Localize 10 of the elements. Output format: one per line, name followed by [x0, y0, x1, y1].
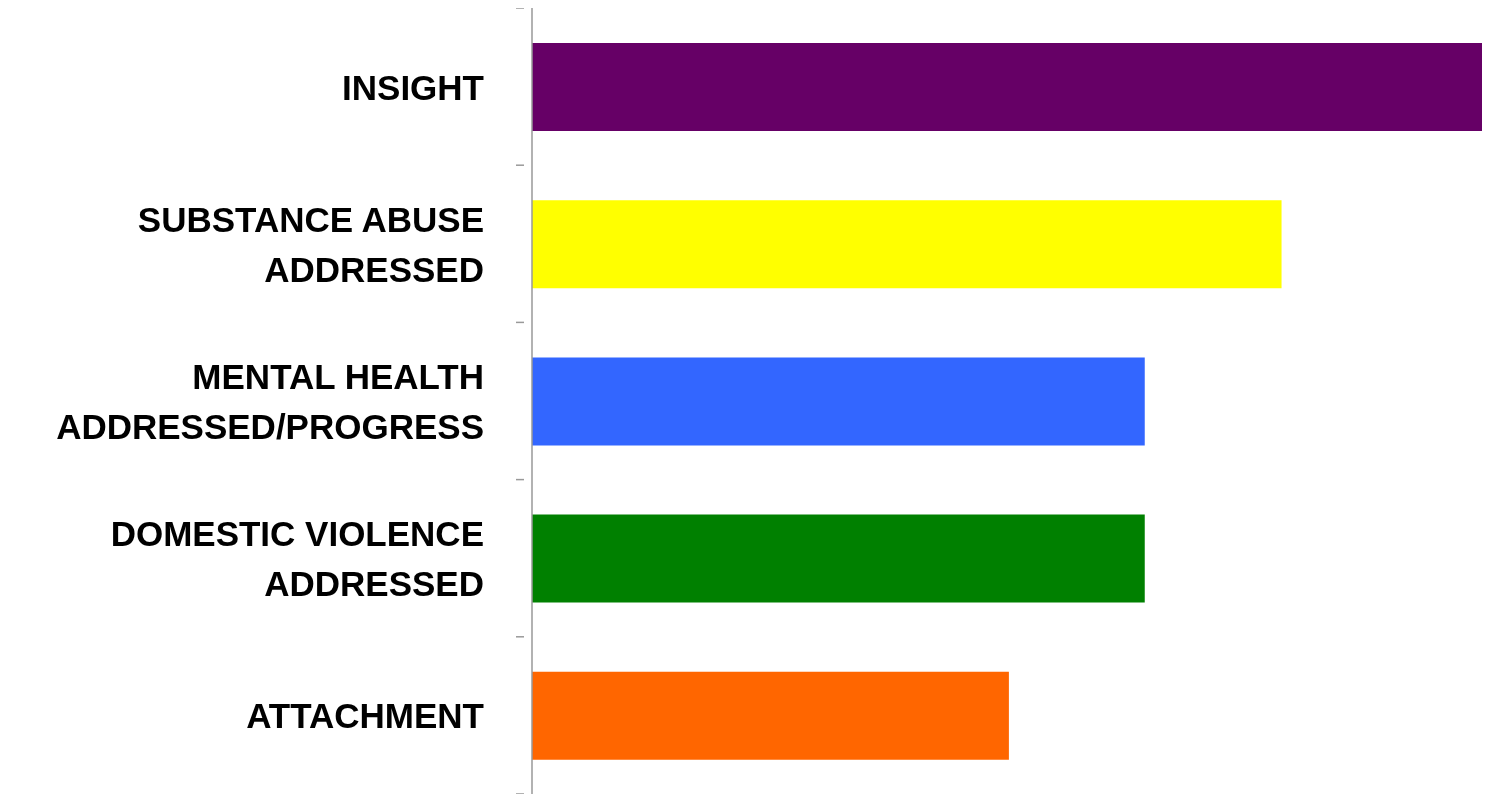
y-tick-label: SUBSTANCE ABUSE ADDRESSED	[137, 199, 484, 289]
bar	[532, 357, 1145, 446]
bar	[532, 43, 1482, 131]
bar	[532, 514, 1145, 603]
bar	[532, 671, 1009, 760]
y-tick-label: ATTACHMENT	[246, 695, 484, 735]
y-tick-label: MENTAL HEALTH ADDRESSED/PROGRESS	[56, 356, 484, 446]
y-tick-label: DOMESTIC VIOLENCE ADDRESSED	[110, 513, 484, 603]
bar	[532, 200, 1282, 289]
y-tick-label: INSIGHT	[342, 67, 484, 107]
